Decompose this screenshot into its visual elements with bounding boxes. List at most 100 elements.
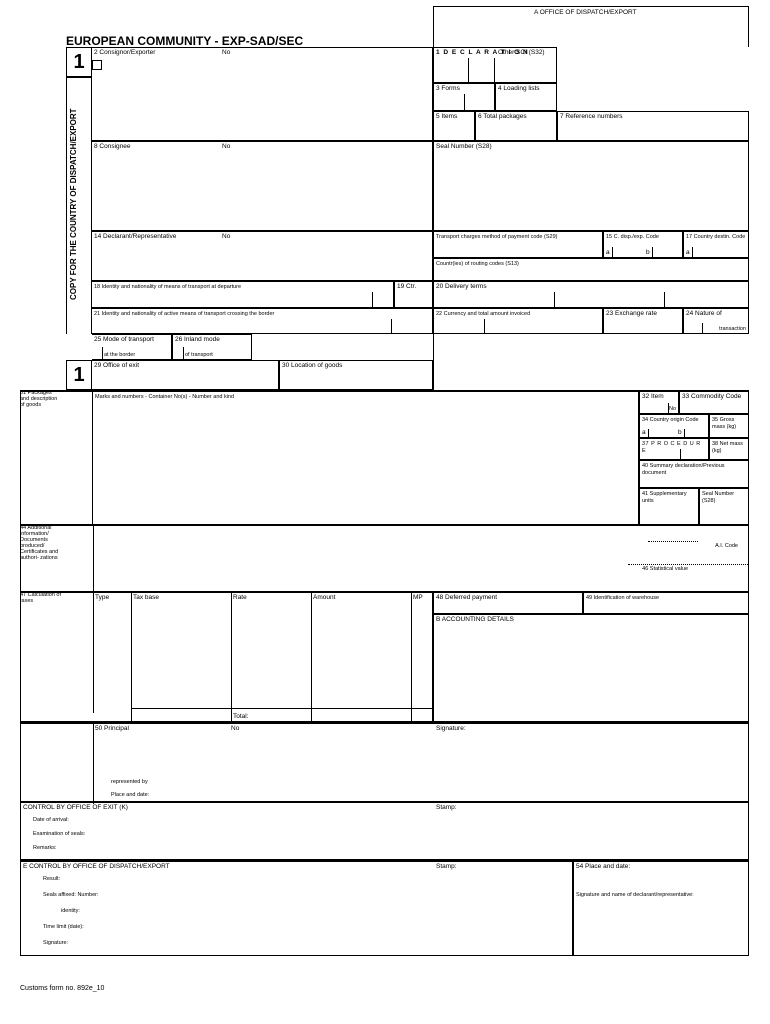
- copy-text: COPY FOR THE COUNTRY OF DISPATCH/EXPORT: [69, 79, 91, 329]
- box-aicode-label: A.I. Code: [715, 543, 738, 549]
- box-38-label: 38 Net mass (kg): [712, 441, 743, 454]
- box-3-label: 3 Forms: [436, 85, 460, 92]
- box-24-label: 24 Nature of: [686, 310, 722, 317]
- box-1-sci: Other SCI (S32): [496, 47, 557, 83]
- box-s28b: Seal Number (S28): [699, 488, 749, 525]
- box-e-seals: Seals affixed: Number:: [43, 892, 99, 898]
- box-8-label: 8 Consignee: [94, 143, 131, 150]
- box-5-label: 5 Items: [436, 113, 457, 120]
- box-40: 40 Summary declaration/Previous document: [639, 460, 749, 488]
- box-20: 20 Delivery terms: [433, 281, 749, 308]
- form-title: EUROPEAN COMMUNITY - EXP-SAD/SEC: [66, 34, 303, 48]
- box-4-label: 4 Loading lists: [498, 85, 540, 92]
- box-50-no: No: [231, 725, 239, 732]
- box-35: 35 Gross mass (kg): [709, 414, 749, 438]
- box-32-label: 32 Item: [642, 393, 664, 400]
- box-47-total: Total:: [233, 713, 249, 720]
- box-17-label: 17 Country destin. Code: [686, 234, 745, 240]
- box-54-sig: Signature and name of declarant/represen…: [576, 892, 694, 898]
- box-33-label: 33 Commodity Code: [682, 393, 741, 400]
- box-49-label: 49 Identification of warehouse: [586, 595, 659, 601]
- box-e-sig: Signature:: [43, 940, 68, 946]
- box-29-label: 29 Office of exit: [94, 362, 139, 369]
- box-e-label: E CONTROL BY OFFICE OF DISPATCH/EXPORT: [23, 863, 170, 870]
- box-34-b: b: [678, 429, 682, 436]
- box-e-time: Time limit (date):: [43, 924, 84, 930]
- box-17: 17 Country destin. Code a: [683, 231, 749, 258]
- box-49: 49 Identification of warehouse: [583, 592, 749, 614]
- box-k-date: Date of arrival:: [33, 817, 69, 823]
- box-1b-digit: 1: [69, 362, 89, 388]
- box-22: 22 Currency and total amount invoiced: [433, 308, 603, 334]
- box-4: 4 Loading lists: [495, 83, 557, 111]
- box-b-label: B ACCOUNTING DETAILS: [436, 616, 514, 623]
- box-1-number: 1: [66, 47, 92, 77]
- box-s28-label: Seal Number (S28): [436, 143, 492, 150]
- box-6: 6 Total packages: [475, 111, 557, 141]
- box-1-digit: 1: [69, 49, 89, 75]
- box-37: 37 P R O C E D U R E: [639, 438, 709, 460]
- box-8-no: No: [222, 143, 230, 150]
- box-k-label: CONTROL BY OFFICE OF EXIT (K): [23, 804, 128, 811]
- box-k: CONTROL BY OFFICE OF EXIT (K) Stamp: Dat…: [20, 802, 749, 860]
- customs-form-page: EUROPEAN COMMUNITY - EXP-SAD/SEC A OFFIC…: [0, 0, 770, 1024]
- box-47-type: Type: [95, 594, 109, 601]
- box-34-label: 34 Country origin Code: [642, 417, 699, 423]
- box-e-stamp: Stamp:: [436, 863, 457, 870]
- box-35-label: 35 Gross mass (kg): [712, 417, 736, 430]
- box-s13: Countr(ies) of routing codes (S13): [433, 258, 749, 281]
- box-23: 23 Exchange rate: [603, 308, 683, 334]
- box-e-result: Result:: [43, 876, 60, 882]
- box-50-rep: represented by: [111, 779, 148, 785]
- box-41: 41 Supplementary units: [639, 488, 699, 525]
- box-k-remarks: Remarks:: [33, 845, 57, 851]
- box-15c-a: a: [606, 249, 610, 256]
- box-32: 32 Item No: [639, 390, 679, 414]
- box-1-sci-label: Other SCI (S32): [498, 49, 545, 56]
- box-k-exam: Examination of seals:: [33, 831, 85, 837]
- box-s29: Transport charges method of payment code…: [433, 231, 603, 258]
- box-5: 5 Items: [433, 111, 475, 141]
- box-30-label: 30 Location of goods: [282, 362, 342, 369]
- box-2-no: No: [222, 49, 230, 56]
- box-54-label: 54 Place and date:: [576, 863, 630, 870]
- box-14-label: 14 Declarant/Representative: [94, 233, 176, 240]
- box-17-a: a: [686, 249, 690, 256]
- box-blank2: [433, 334, 749, 390]
- box-26b-label: of transport: [185, 352, 213, 358]
- box-b: B ACCOUNTING DETAILS: [433, 614, 749, 722]
- box-s28b-label: Seal Number (S28): [702, 491, 734, 504]
- box-21: 21 Identity and nationality of active me…: [92, 308, 433, 334]
- box-48: 48 Deferred payment: [433, 592, 583, 614]
- box-e-ident: identity:: [61, 908, 80, 914]
- box-15c-b: b: [646, 249, 650, 256]
- box-50-place: Place and date:: [111, 792, 149, 798]
- box-38: 38 Net mass (kg): [709, 438, 749, 460]
- box-48-label: 48 Deferred payment: [436, 594, 497, 601]
- box-2-label: 2 Consignor/Exporter: [94, 49, 155, 56]
- box-2: 2 Consignor/Exporter No: [92, 47, 433, 141]
- box-15c: 15 C. disp./exp. Code a b: [603, 231, 683, 258]
- box-31-main: Marks and numbers - Container No(s) - Nu…: [92, 390, 639, 525]
- box-26-label: 26 Inland mode: [175, 336, 220, 343]
- box-20-label: 20 Delivery terms: [436, 283, 487, 290]
- box-15c-label: 15 C. disp./exp. Code: [606, 234, 659, 240]
- box-blank1: [252, 334, 433, 360]
- box-e: E CONTROL BY OFFICE OF DISPATCH/EXPORT S…: [20, 860, 573, 956]
- box-24: 24 Nature of transaction: [683, 308, 749, 334]
- box-26: 26 Inland mode of transport: [172, 334, 252, 360]
- box-29: 29 Office of exit: [92, 360, 279, 390]
- box-33: 33 Commodity Code: [679, 390, 749, 414]
- box-1b-number: 1: [66, 360, 92, 390]
- box-34: 34 Country origin Code a b: [639, 414, 709, 438]
- box-41-label: 41 Supplementary units: [642, 491, 687, 504]
- copy-column: COPY FOR THE COUNTRY OF DISPATCH/EXPORT: [66, 77, 92, 334]
- box-40-label: 40 Summary declaration/Previous document: [642, 463, 725, 476]
- footer-text: Customs form no. 892e_10: [20, 985, 104, 992]
- box-31b-label: Marks and numbers - Container No(s) - Nu…: [95, 394, 234, 400]
- box-18-label: 18 Identity and nationality of means of …: [94, 284, 241, 290]
- box-a: A OFFICE OF DISPATCH/EXPORT: [433, 6, 749, 47]
- box-25-label: 25 Mode of transport: [94, 336, 154, 343]
- box-44: A.I. Code 46 Statistical value: [20, 525, 749, 592]
- box-47: Type Tax base Rate Amount MP Total:: [20, 592, 433, 722]
